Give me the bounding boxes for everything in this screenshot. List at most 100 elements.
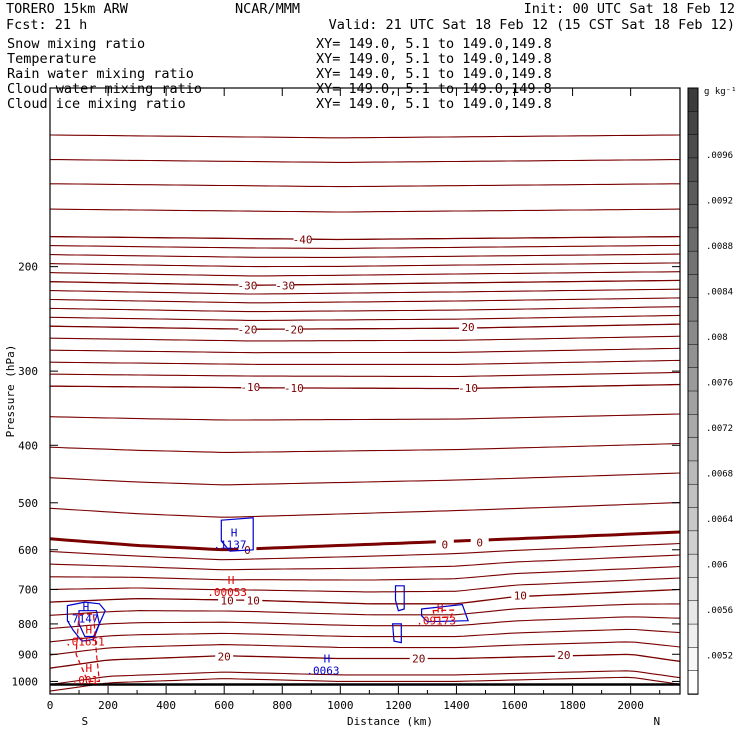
isotherm-line [49,314,681,321]
x-tick-label: 1800 [559,699,586,712]
extremum-value: .09173 [416,614,456,627]
plot-frame [49,87,681,695]
init-time: Init: 00 UTC Sat 18 Feb 12 [524,1,735,17]
isotherm-line [49,306,681,313]
isotherm-line [49,676,681,692]
isotherm-label-bg [293,233,312,245]
x-axis-label: Distance (km) [347,715,433,728]
colorbar-swatch [687,483,699,509]
isotherm-line [49,501,681,518]
y-tick-label: 600 [18,544,38,557]
cloud-water-contour [421,603,469,623]
isotherm-label: 0 [476,536,483,549]
isotherm-line [49,670,681,686]
x-tick-label: 1000 [327,699,354,712]
legend-xy: XY= 149.0, 5.1 to 149.0,149.8 [316,81,552,97]
y-tick-label: 900 [18,648,38,661]
isotherm-line [49,628,681,643]
isotherm-label: 10 [247,595,260,608]
isotherm-label: 10 [220,594,233,607]
isotherm-label: 10 [514,590,527,603]
colorbar-swatch [687,274,699,299]
isotherm-label-bg [470,536,489,548]
y-tick-label: 700 [18,584,38,597]
isotherm-label: 0 [442,539,449,552]
colorbar-tick-label: .006 [706,561,728,571]
colorbar-tick-label: .0064 [706,515,733,525]
colorbar-swatch [687,367,699,392]
colorbar-frame [687,87,699,695]
legend-label: Cloud ice mixing ratio [7,96,186,112]
colorbar-tick-label: .0056 [706,606,733,616]
south-label: S [82,715,89,728]
extremum-value: .1137 [213,539,246,552]
cloud-water-contour [78,610,101,638]
y-axis-label: Pressure (hPa) [4,345,17,438]
x-tick-label: 1600 [501,699,528,712]
isotherm-line [49,359,681,365]
isotherm-line [49,413,681,421]
legend: Snow mixing ratio XY= 149.0, 5.1 to 149.0… [7,36,552,112]
isotherm-line [49,442,681,453]
extremum-marker: H [228,574,235,587]
isotherm-line [49,271,681,277]
isotherm-label: -10 [458,382,478,395]
legend-xy: XY= 149.0, 5.1 to 149.0,149.8 [316,36,552,52]
legend-xy: XY= 149.0, 5.1 to 149.0,149.8 [316,51,552,67]
header: TORERO 15km ARW NCAR/MMM Init: 00 UTC Sa… [6,1,735,33]
isotherm--20 [49,323,681,330]
x-tick-label: 800 [272,699,292,712]
legend-xy: XY= 149.0, 5.1 to 149.0,149.8 [316,96,552,112]
colorbar-swatch [687,227,699,252]
isotherm-line [49,262,681,268]
colorbar-swatch [687,530,699,555]
colorbar-swatch [687,437,699,462]
isotherm-line [49,253,681,258]
isotherm-label: 20 [218,650,231,663]
isotherm-line [49,244,681,249]
colorbar-tick-label: .0084 [706,288,733,298]
isotherm-line [49,554,681,571]
colorbar-swatch [687,320,699,346]
extremum-marker: H [231,527,238,540]
isotherm--10 [50,383,681,390]
isotherm-10 [49,588,681,605]
legend-label: Temperature [7,51,96,67]
colorbar-swatch [687,623,699,649]
isotherm-line [49,472,681,486]
colorbar-swatch [687,250,699,276]
y-tick-label: 800 [18,618,38,631]
colorbar-swatch [687,670,699,695]
colorbar-tick-label: .0072 [706,424,733,434]
isotherm-line [49,347,681,354]
isotherm-line [49,335,681,342]
extremum-marker: H [324,653,331,666]
isotherm-line [49,641,681,656]
isotherm-label: -30 [237,279,257,292]
isotherm-label-bg [241,380,260,392]
colorbar-swatch [687,204,699,229]
extremum-marker: H [86,623,93,636]
isotherm-label-bg [459,381,478,393]
colorbar-tick-label: .008 [706,333,728,343]
rain-water-contour [75,613,101,682]
y-tick-label: 500 [18,497,38,510]
isotherm-label-bg [218,594,237,606]
isotherm-line [50,159,680,163]
colorbar-swatch [687,577,699,602]
extremum-value: .00053 [207,586,247,599]
valid-time: Valid: 21 UTC Sat 18 Feb 12 (15 CST Sat … [329,17,735,33]
extremum-value: .01651 [65,635,105,648]
isotherm-line [49,134,681,139]
isotherm-label-bg [554,648,573,660]
cloud-water-contour [66,601,106,642]
colorbar-tick-label: .0092 [706,197,733,207]
y-tick-label: 400 [18,439,38,452]
isotherm-label-bg [284,323,303,335]
isotherm-line [49,577,681,593]
colorbar-swatch [687,344,699,369]
isotherm-label: 20 [557,649,570,662]
isotherm-label-bg [511,589,530,601]
colorbar-swatch [687,390,699,416]
